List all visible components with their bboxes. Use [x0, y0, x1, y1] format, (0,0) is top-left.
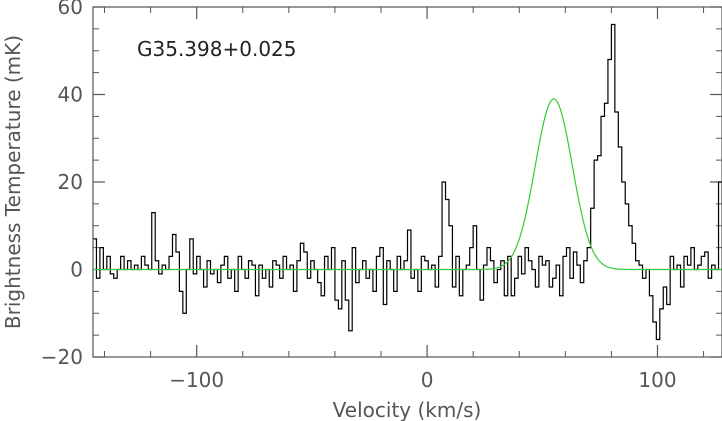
gaussian-fit-line [93, 98, 722, 271]
y-tick-label: 20 [58, 170, 83, 194]
y-tick-label: 40 [58, 83, 83, 107]
y-tick-labels: −20 0 20 40 60 [41, 0, 83, 369]
spectrum-step-line [93, 23, 722, 341]
x-axis-title: Velocity (km/s) [333, 398, 482, 421]
x-tick-label: −100 [169, 368, 224, 392]
x-tick-label: 100 [638, 368, 676, 392]
y-tick-label: 0 [70, 258, 83, 282]
x-tick-label: 0 [421, 368, 434, 392]
y-axis-title: Brightness Temperature (mK) [1, 35, 25, 329]
data-layer [93, 23, 722, 341]
x-tick-labels: −100 0 100 [169, 368, 676, 392]
source-name-annotation: G35.398+0.025 [137, 37, 297, 61]
ticks [93, 6, 722, 358]
y-tick-label: 60 [58, 0, 83, 19]
y-tick-label: −20 [41, 345, 83, 369]
plot-frame [92, 6, 722, 358]
